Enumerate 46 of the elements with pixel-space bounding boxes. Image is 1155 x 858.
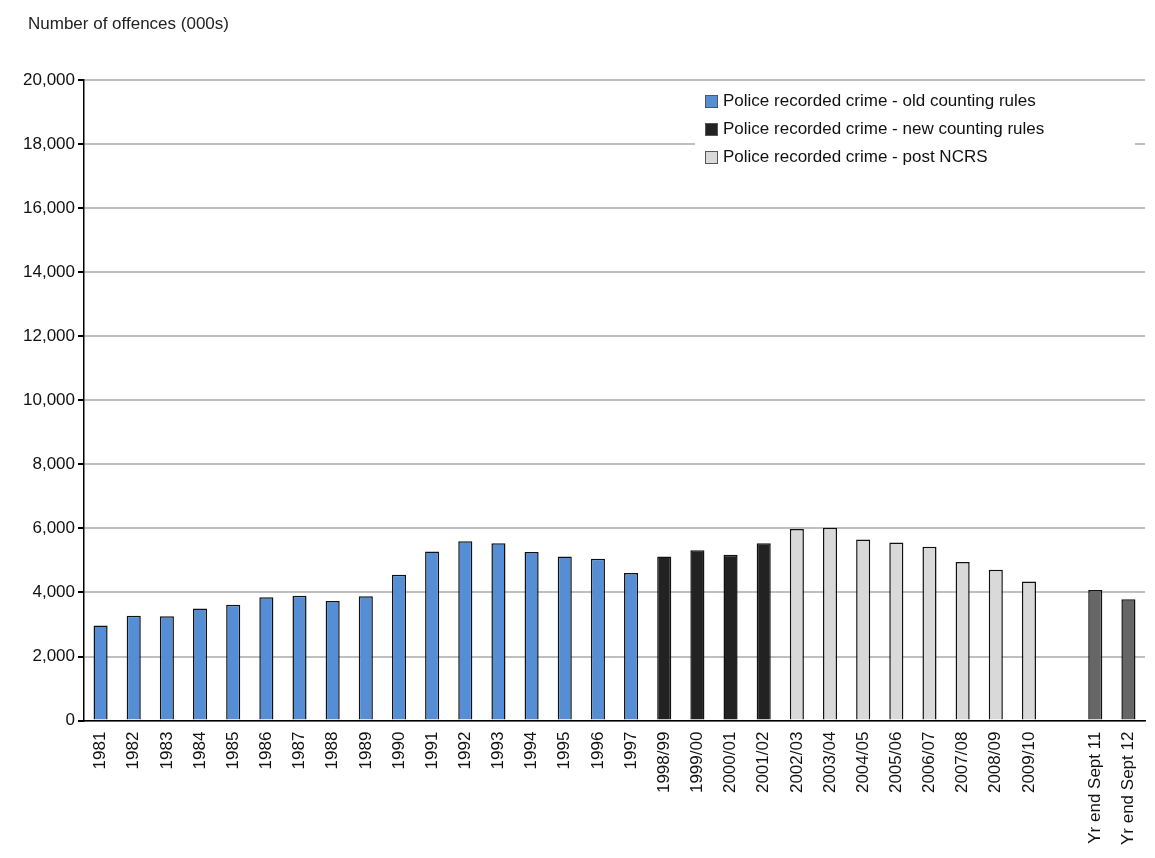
y-tick-label: 14,000 xyxy=(23,261,75,281)
x-tick-label: 2000/01 xyxy=(720,731,740,794)
x-tick-label: 1990 xyxy=(388,731,408,770)
x-tick-label: Yr end Sept 11 xyxy=(1084,731,1104,844)
y-tick-label: 18,000 xyxy=(23,133,75,153)
x-tick-label: 2005/06 xyxy=(886,731,906,794)
x-tick-label: 2004/05 xyxy=(852,731,872,794)
y-tick-label: 2,000 xyxy=(32,646,75,666)
x-tick-label: 1981 xyxy=(90,731,110,770)
y-tick-label: 4,000 xyxy=(32,582,75,602)
x-tick-label: 1985 xyxy=(222,731,242,770)
x-tick-label: 1994 xyxy=(521,731,541,770)
x-tick-label: 1987 xyxy=(289,731,309,770)
x-tick-label: 1993 xyxy=(488,731,508,770)
x-tick-label: 1982 xyxy=(123,731,143,770)
x-tick-label: 1999/00 xyxy=(687,731,707,794)
x-tick-label: 2002/03 xyxy=(786,731,806,794)
x-tick-label: 1992 xyxy=(454,731,474,770)
x-tick-label: 1996 xyxy=(587,731,607,770)
y-tick-label: 12,000 xyxy=(23,325,75,345)
y-tick-label: 16,000 xyxy=(23,197,75,217)
x-tick-label: 2003/04 xyxy=(819,731,839,794)
x-tick-label: 1997 xyxy=(620,731,640,770)
y-tick-label: 0 xyxy=(65,710,75,730)
x-tick-label: 2006/07 xyxy=(919,731,939,794)
x-tick-label: 1989 xyxy=(355,731,375,770)
y-tick-label: 10,000 xyxy=(23,389,75,409)
y-tick-label: 6,000 xyxy=(32,518,75,538)
x-tick-label: 2007/08 xyxy=(952,731,972,794)
x-tick-label: 1988 xyxy=(322,731,342,770)
x-tick-label: 1991 xyxy=(421,731,441,770)
x-tick-label: 1998/99 xyxy=(653,731,673,794)
x-tick-label: 1986 xyxy=(256,731,276,770)
x-tick-label: 1995 xyxy=(554,731,574,770)
x-tick-label: 1983 xyxy=(156,731,176,770)
y-tick-label: 8,000 xyxy=(32,454,75,474)
legend-label: Police recorded crime - old counting rules xyxy=(723,90,1036,112)
y-tick-label: 20,000 xyxy=(23,69,75,89)
legend-label: Police recorded crime - new counting rules xyxy=(723,118,1045,140)
x-tick-label: 2008/09 xyxy=(985,731,1005,794)
legend-label: Police recorded crime - post NCRS xyxy=(723,146,988,168)
x-tick-label: 2009/10 xyxy=(1018,731,1038,794)
y-axis-title: Number of offences (000s) xyxy=(28,14,229,34)
x-tick-label: 2001/02 xyxy=(753,731,773,794)
x-tick-label: Yr end Sept 12 xyxy=(1118,731,1138,846)
x-tick-label: 1984 xyxy=(189,731,209,770)
